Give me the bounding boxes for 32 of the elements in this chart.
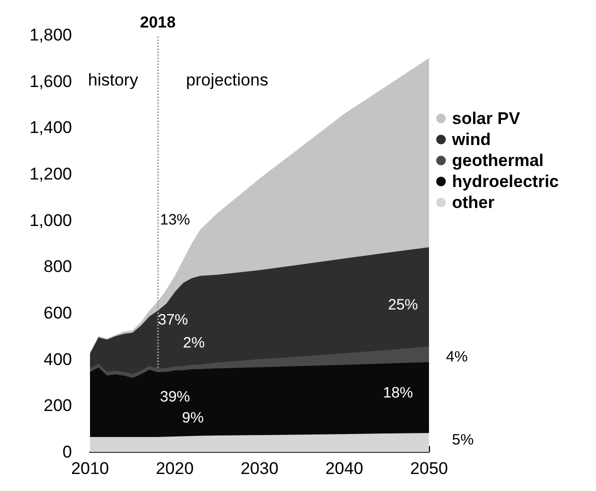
annotation: 9% <box>182 410 204 426</box>
legend-label: hydroelectric <box>452 172 559 191</box>
y-tick-label: 1,800 <box>29 26 72 44</box>
annotation: projections <box>186 70 268 90</box>
legend-label: geothermal <box>452 151 544 170</box>
annotation: 37% <box>158 312 188 328</box>
y-tick-label: 1,400 <box>29 118 72 138</box>
annotation: history <box>88 70 139 90</box>
annotation: 2% <box>183 334 205 352</box>
annotation: 13% <box>160 212 190 228</box>
annotation: 18% <box>383 384 414 402</box>
x-tick-label: 2050 <box>410 459 448 478</box>
text: 5% <box>452 432 474 448</box>
y-tick-label: 400 <box>44 350 72 369</box>
x-tick-label: 2020 <box>156 459 194 478</box>
legend-label: solar PV <box>452 109 521 128</box>
y-tick-label: 1,600 <box>29 72 72 91</box>
annotation: 25% <box>388 296 418 314</box>
text: 4% <box>446 348 468 366</box>
y-tick-label: 1,200 <box>29 164 72 184</box>
x-tick-label: 2040 <box>325 459 364 478</box>
y-tick-label: 600 <box>44 304 72 322</box>
legend-label: other <box>452 193 495 212</box>
x-tick-label: 2010 <box>71 459 109 478</box>
y-tick-label: 0 <box>62 442 72 462</box>
y-tick-label: 200 <box>44 396 72 416</box>
annotation: 39% <box>160 388 190 406</box>
x-tick-label: 2030 <box>240 459 278 478</box>
legend-label: wind <box>451 130 491 149</box>
y-tick-label: 1,000 <box>29 210 72 230</box>
ref-line-label: 2018 <box>140 14 176 32</box>
y-tick-label: 800 <box>44 257 72 276</box>
